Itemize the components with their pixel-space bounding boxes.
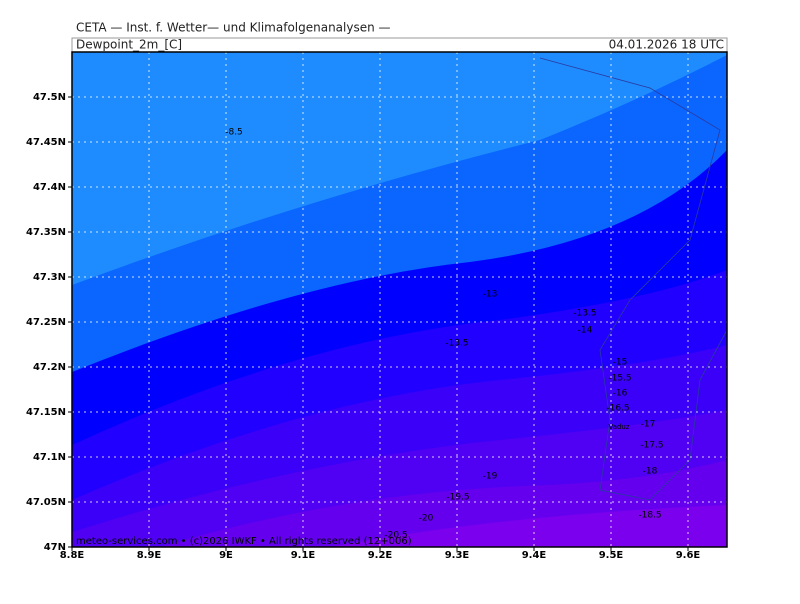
x-tick-label: 9.2E [368, 550, 393, 561]
y-tick-label: 47.2N [33, 362, 66, 373]
contour-label: -15 [613, 358, 628, 368]
y-tick-label: 47.4N [33, 182, 66, 193]
y-tick-label: 47.1N [33, 452, 66, 463]
contour-label: -20.5 [384, 531, 407, 541]
contour-label: -20 [419, 514, 434, 524]
contour-label: -15.5 [608, 374, 631, 384]
contour-label: -17 [641, 420, 656, 430]
place-label: Vaduz [608, 423, 629, 431]
x-tick-label: 8.9E [137, 550, 162, 561]
y-tick-label: 47.5N [33, 92, 66, 103]
y-tick-label: 47.15N [26, 407, 66, 418]
contour-label: -17.5 [640, 441, 663, 451]
x-tick-label: 9.6E [676, 550, 701, 561]
y-tick-label: 47.35N [26, 227, 66, 238]
footer: meteo-services.com • (c)2026 IWKF • All … [76, 536, 412, 547]
contour-label: -8.5 [225, 128, 243, 138]
y-tick-label: 47N [44, 542, 66, 553]
contour-label: -13.5 [445, 339, 468, 349]
y-tick-label: 47.05N [26, 497, 66, 508]
contour-label: -14 [578, 326, 593, 336]
contour-label: -13 [483, 290, 498, 300]
contour-label: -18 [643, 467, 658, 477]
contour-label: -19 [483, 472, 498, 482]
y-tick-label: 47.3N [33, 272, 66, 283]
contour-label: -13.5 [573, 309, 596, 319]
contour-label: -19.5 [446, 493, 469, 503]
contour-label: -16 [613, 389, 628, 399]
x-tick-label: 9E [219, 550, 233, 561]
field [72, 52, 728, 547]
header-institute: CETA — Inst. f. Wetter— und Klimafolgena… [76, 21, 391, 35]
header-time: 04.01.2026 18 UTC [609, 38, 724, 52]
y-tick-label: 47.45N [26, 137, 66, 148]
x-tick-label: 9.4E [522, 550, 547, 561]
x-tick-label: 9.3E [445, 550, 470, 561]
header-variable: Dewpoint_2m_[C] [76, 38, 182, 52]
x-tick-label: 9.1E [291, 550, 316, 561]
contour-label: -18.5 [638, 511, 661, 521]
x-tick-label: 8.8E [60, 550, 85, 561]
frame [71, 51, 728, 548]
contour-label: -16.5 [606, 404, 629, 414]
y-tick-label: 47.25N [26, 317, 66, 328]
grid [72, 52, 727, 547]
x-tick-label: 9.5E [599, 550, 624, 561]
